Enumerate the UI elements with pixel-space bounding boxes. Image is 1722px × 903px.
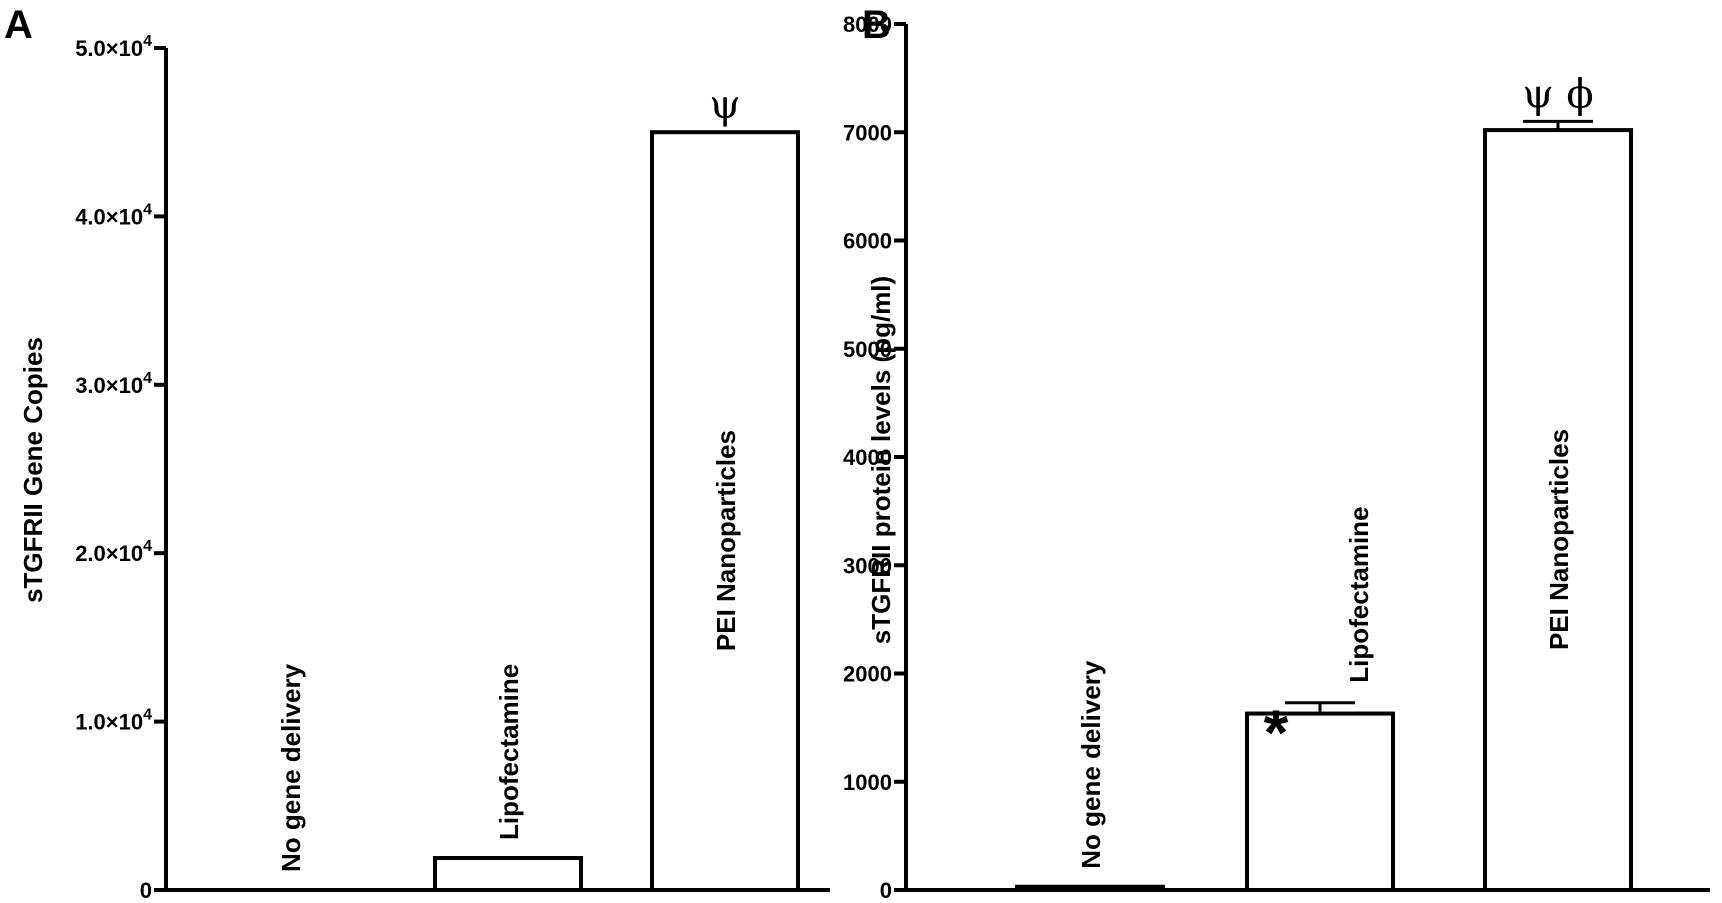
bar [1015, 884, 1165, 893]
y-tick-label: 1000 [843, 770, 892, 795]
category-label: PEI Nanoparticles [711, 430, 741, 651]
panel-a: A01.0×1042.0×1043.0×1044.0×1045.0×104sTG… [4, 3, 830, 903]
y-tick-label: 3.0×104 [75, 370, 152, 398]
y-tick-label: 5000 [843, 337, 892, 362]
panel-b: B 0 1000 2000 3000 4000 5000 6000 7000 8000 sTGFRI… [843, 3, 1710, 903]
significance-star: * [1264, 697, 1289, 769]
bar [1245, 711, 1395, 892]
y-tick-label-exponent: 4 [143, 201, 152, 218]
y-tick-label-exponent: 4 [143, 33, 152, 50]
category-label: PEI Nanoparticles [1544, 429, 1574, 650]
panel-letter: B [862, 3, 891, 47]
y-tick-label: 2000 [843, 662, 892, 687]
significance-symbol: ψ [709, 82, 740, 128]
bar [1483, 128, 1633, 892]
bar [650, 130, 800, 892]
y-tick-label: 3000 [843, 553, 892, 578]
y-tick-label: 4.0×104 [75, 201, 152, 229]
y-tick-label-base: 4.0×10 [75, 204, 143, 229]
y-tick-label: 2.0×104 [75, 538, 152, 566]
y-tick-label-exponent: 4 [143, 538, 152, 555]
y-tick-label: 6000 [843, 229, 892, 254]
y-tick-label: 0 [140, 878, 152, 903]
y-tick-label: 8000 [843, 12, 892, 37]
y-tick-label-base: 3.0×10 [75, 373, 143, 398]
y-tick-label-base: 5.0×10 [75, 36, 143, 61]
category-label: No gene delivery [1076, 660, 1106, 869]
y-axis-title: sTGFRII protein levels (pg/ml) [866, 276, 896, 644]
category-label: Lipofectamine [1344, 506, 1374, 682]
y-tick-label: 7000 [843, 120, 892, 145]
category-label: Lipofectamine [494, 664, 524, 840]
y-tick-label: 4000 [843, 445, 892, 470]
y-tick-label-exponent: 4 [143, 707, 152, 724]
category-label: No gene delivery [276, 663, 306, 872]
y-tick-label-exponent: 4 [143, 370, 152, 387]
y-tick-label-base: 1.0×10 [75, 710, 143, 735]
significance-symbol: ψ ϕ [1522, 71, 1593, 117]
y-tick-label-base: 2.0×10 [75, 541, 143, 566]
y-tick-label: 1.0×104 [75, 707, 152, 735]
bar [433, 856, 583, 893]
panel-letter: A [4, 3, 33, 47]
y-tick-label: 5.0×104 [75, 33, 152, 61]
y-tick-label: 0 [880, 878, 892, 903]
y-axis-title: sTGFRII Gene Copies [18, 337, 48, 603]
